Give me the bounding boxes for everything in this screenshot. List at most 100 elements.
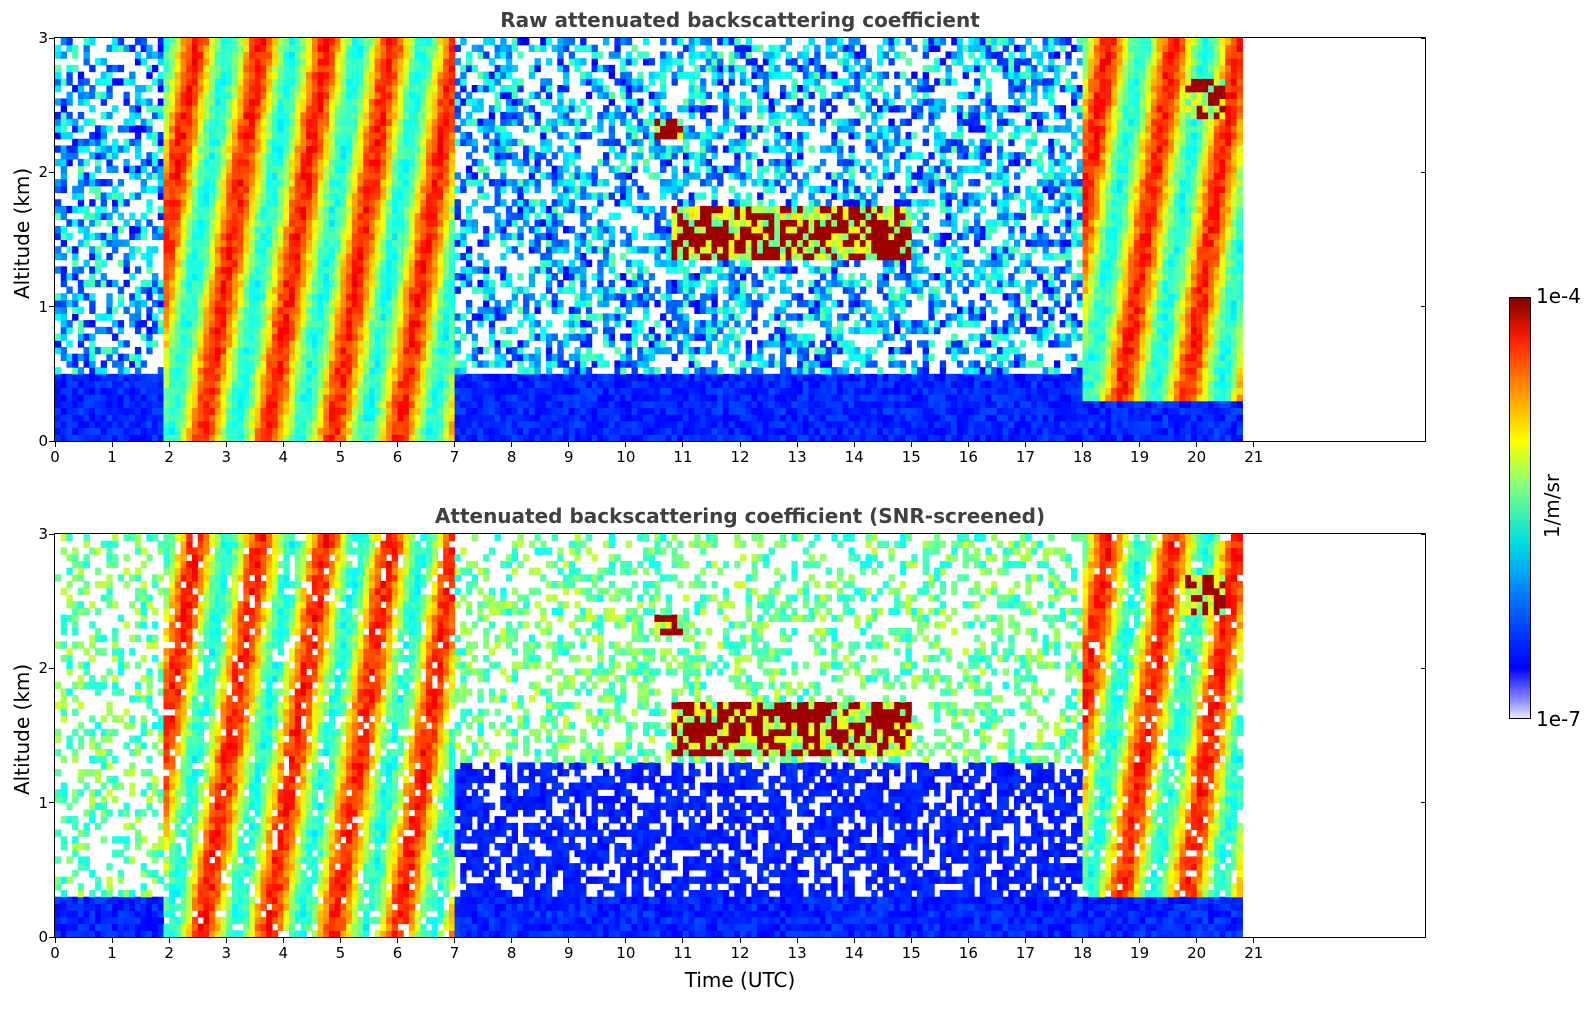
heatmap-cell xyxy=(60,279,68,288)
heatmap-cell xyxy=(180,434,187,441)
heatmap-cell xyxy=(408,232,416,241)
heatmap-cell xyxy=(471,219,479,227)
heatmap-cell xyxy=(306,44,313,53)
heatmap-cell xyxy=(209,326,216,335)
heatmap-cell xyxy=(420,158,427,167)
heatmap-cell xyxy=(169,266,176,274)
heatmap-cell xyxy=(488,306,496,314)
heatmap-cell xyxy=(266,400,273,409)
heatmap-cell xyxy=(408,286,416,294)
heatmap-cell xyxy=(460,138,467,147)
heatmap-cell xyxy=(66,407,73,415)
heatmap-cell xyxy=(557,145,564,153)
heatmap-cell xyxy=(391,226,399,234)
heatmap-cell xyxy=(174,172,182,180)
heatmap-cell xyxy=(431,360,439,368)
heatmap-cell xyxy=(260,320,267,328)
heatmap-cell xyxy=(100,373,107,382)
heatmap-cell xyxy=(180,387,187,395)
heatmap-cell xyxy=(220,407,227,415)
heatmap-cell xyxy=(357,64,364,73)
heatmap-cell xyxy=(226,414,233,422)
heatmap-cell xyxy=(306,158,313,167)
heatmap-cell xyxy=(545,299,553,308)
heatmap-cell xyxy=(174,212,182,220)
heatmap-cell xyxy=(523,286,530,294)
heatmap-cell xyxy=(220,367,227,375)
heatmap-cell xyxy=(311,340,319,348)
heatmap-cell xyxy=(334,313,342,321)
heatmap-cell xyxy=(603,434,610,441)
heatmap-cell xyxy=(488,286,496,294)
heatmap-cell xyxy=(334,44,342,53)
heatmap-cell xyxy=(66,118,73,126)
heatmap-cell xyxy=(517,407,524,415)
heatmap-cell xyxy=(55,179,62,187)
panel1-plot-area[interactable] xyxy=(54,37,1426,442)
heatmap-cell xyxy=(231,239,239,247)
heatmap-cell xyxy=(329,380,336,388)
heatmap-cell xyxy=(574,152,581,160)
heatmap-cell xyxy=(266,152,273,160)
heatmap-cell xyxy=(414,219,421,227)
heatmap-cell xyxy=(642,407,650,415)
heatmap-cell xyxy=(306,273,313,281)
heatmap-cell xyxy=(197,380,205,388)
heatmap-cell xyxy=(580,273,587,281)
heatmap-cell xyxy=(260,299,267,308)
heatmap-cell xyxy=(311,38,319,46)
heatmap-cell xyxy=(323,172,330,180)
heatmap-cell xyxy=(174,333,182,341)
heatmap-cell xyxy=(580,360,587,368)
heatmap-cell xyxy=(209,293,216,301)
heatmap-cell xyxy=(260,185,267,194)
heatmap-cell xyxy=(329,293,336,301)
heatmap-cell xyxy=(231,118,239,126)
heatmap-cell xyxy=(300,353,307,361)
heatmap-cell xyxy=(55,299,62,308)
heatmap-cell xyxy=(494,125,501,133)
heatmap-cell xyxy=(386,279,393,288)
heatmap-cell xyxy=(528,199,536,207)
heatmap-cell xyxy=(186,326,193,335)
heatmap-cell xyxy=(642,360,650,368)
heatmap-cell xyxy=(180,286,187,294)
heatmap-cell xyxy=(329,85,336,93)
heatmap-cell xyxy=(72,152,79,160)
heatmap-cell xyxy=(614,293,621,301)
heatmap-cell xyxy=(620,414,627,422)
heatmap-cell xyxy=(129,393,136,402)
heatmap-cell xyxy=(254,98,262,106)
heatmap-cell xyxy=(625,246,633,254)
heatmap-cell xyxy=(368,219,376,227)
heatmap-cell xyxy=(209,85,216,93)
heatmap-cell xyxy=(55,64,62,73)
heatmap-cell xyxy=(209,226,216,234)
heatmap-cell xyxy=(614,393,621,402)
heatmap-cell xyxy=(294,360,302,368)
heatmap-cell xyxy=(271,138,279,147)
heatmap-cell xyxy=(391,199,399,207)
heatmap-cell xyxy=(551,373,558,382)
heatmap-cell xyxy=(346,326,353,335)
heatmap-cell xyxy=(152,299,159,308)
heatmap-cell xyxy=(403,259,410,267)
heatmap-cell xyxy=(117,434,125,441)
heatmap-cell xyxy=(483,145,490,153)
heatmap-cell xyxy=(260,306,267,314)
heatmap-cell xyxy=(66,320,73,328)
heatmap-cell xyxy=(620,111,627,120)
heatmap-cell xyxy=(214,306,222,314)
heatmap-cell xyxy=(152,326,159,335)
heatmap-cell xyxy=(192,192,199,200)
heatmap-cell xyxy=(374,145,381,153)
heatmap-cell xyxy=(614,313,621,321)
heatmap-cell xyxy=(249,199,256,207)
heatmap-cell xyxy=(249,340,256,348)
heatmap-cell xyxy=(163,165,170,173)
heatmap-cell xyxy=(420,232,427,241)
heatmap-cell xyxy=(545,427,553,435)
heatmap-cell xyxy=(334,165,342,173)
heatmap-cell xyxy=(540,205,547,214)
heatmap-cell xyxy=(597,199,604,207)
